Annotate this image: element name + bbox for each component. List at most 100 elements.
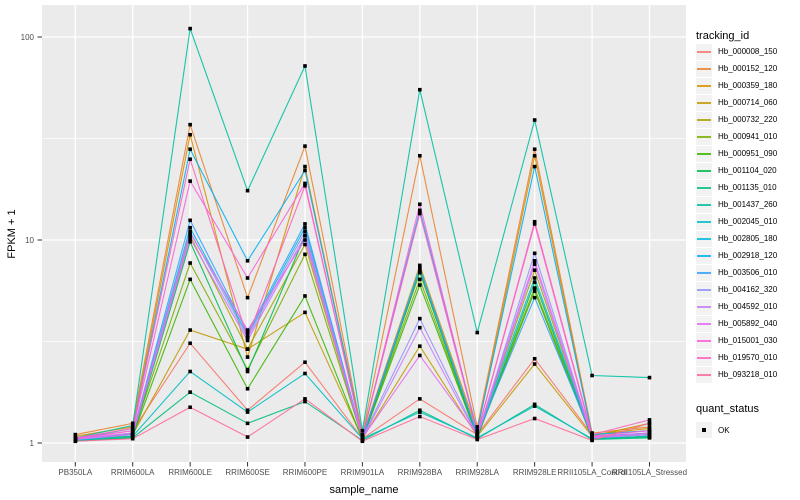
legend-item: Hb_000951_090: [696, 145, 778, 162]
data-point: [188, 277, 192, 282]
legend-key-line-icon: [696, 264, 712, 281]
data-point: [188, 369, 192, 374]
data-point: [245, 330, 250, 335]
x-tick-label: RRIM600LA: [110, 468, 155, 477]
legend-key-line-icon: [696, 128, 712, 145]
legend-item-label: Hb_001437_260: [718, 200, 778, 209]
data-point: [188, 341, 192, 346]
data-point: [303, 371, 307, 376]
legend-key-line-icon: [696, 94, 712, 111]
data-point: [475, 330, 480, 335]
data-point: [245, 408, 250, 413]
data-point: [303, 225, 307, 230]
data-point: [188, 405, 192, 410]
data-point: [303, 399, 307, 404]
data-point: [130, 428, 135, 433]
legend-item-label: Hb_000941_010: [718, 132, 778, 141]
data-point: [303, 233, 307, 238]
legend-item: Hb_004162_320: [696, 281, 777, 298]
x-tick-label: RRIM600SE: [225, 468, 270, 477]
y-axis-title: FPKM + 1: [6, 209, 18, 259]
data-point: [532, 219, 537, 224]
data-point: [532, 416, 537, 421]
data-point: [130, 423, 135, 428]
data-point: [360, 439, 365, 444]
data-point: [647, 431, 652, 435]
data-point: [418, 316, 422, 321]
legend-item-label: Hb_000951_090: [718, 149, 778, 158]
legend-item: Hb_000008_150: [696, 43, 777, 60]
data-point: [188, 179, 192, 183]
data-point: [532, 222, 537, 226]
data-point: [418, 211, 422, 216]
legend-key-line-icon: [696, 349, 712, 366]
y-tick-label-1: 1: [29, 439, 34, 448]
data-point: [188, 225, 192, 230]
data-point: [418, 283, 422, 287]
x-tick-label: RRII105LA_Stressed: [611, 468, 688, 477]
data-point: [303, 310, 307, 315]
data-point: [130, 421, 135, 426]
data-point: [360, 428, 365, 433]
data-point: [647, 426, 652, 431]
data-point: [418, 202, 422, 207]
data-point: [532, 404, 537, 408]
data-point: [303, 181, 307, 186]
data-point: [188, 122, 192, 127]
legend-item-label: Hb_001104_020: [718, 166, 777, 175]
quant-legend-title: quant_status: [696, 403, 759, 415]
data-point: [532, 362, 537, 366]
data-point: [418, 267, 422, 271]
data-point: [532, 289, 537, 293]
legend-item: Hb_004592_010: [696, 298, 777, 315]
data-point: [418, 208, 422, 213]
legend-item: Hb_001437_260: [696, 196, 778, 213]
data-point: [532, 164, 537, 169]
data-point: [532, 295, 537, 300]
data-point: [532, 147, 537, 152]
legend-item: Hb_002805_180: [696, 230, 777, 247]
data-point: [130, 426, 135, 431]
data-point: [532, 258, 537, 263]
data-point: [303, 294, 307, 298]
data-point: [532, 153, 537, 158]
data-point: [188, 233, 192, 238]
legend-item: Hb_005892_040: [696, 315, 777, 332]
data-point: [245, 333, 250, 337]
data-point: [532, 268, 537, 272]
legend-key-line-icon: [696, 230, 712, 247]
data-point: [418, 263, 422, 268]
data-point: [245, 386, 250, 391]
legend-item: Hb_001104_020: [696, 162, 777, 179]
data-point: [418, 414, 422, 419]
legend-item-label: Hb_019570_010: [718, 353, 778, 362]
legend-item: Hb_000714_060: [696, 94, 777, 111]
legend-key-line-icon: [696, 213, 712, 230]
data-point: [475, 428, 480, 433]
data-point: [245, 410, 250, 414]
legend-item-label: Hb_002918_120: [718, 251, 778, 260]
data-point: [303, 168, 307, 173]
x-tick-label: RRIM928LA: [455, 468, 500, 477]
data-point: [303, 242, 307, 247]
data-point: [245, 435, 250, 439]
legend-item-label: Hb_001135_010: [718, 183, 777, 192]
data-point: [245, 367, 250, 372]
data-point: [418, 397, 422, 401]
legend-item-label: Hb_003506_010: [718, 268, 778, 277]
data-point: [303, 360, 307, 365]
legend-item: Hb_000152_120: [696, 60, 777, 77]
data-point: [647, 418, 652, 422]
data-point: [590, 373, 594, 378]
data-point: [245, 335, 250, 340]
legend-key-line-icon: [696, 332, 712, 349]
legend-key-line-icon: [696, 298, 712, 315]
legend-key-line-icon: [696, 366, 712, 383]
legend-item-label: Hb_002045_010: [718, 217, 778, 226]
data-point: [418, 325, 422, 330]
data-point: [188, 236, 192, 241]
data-point: [303, 229, 307, 234]
legend-item-label: Hb_000359_180: [718, 81, 778, 90]
data-point: [303, 64, 307, 68]
